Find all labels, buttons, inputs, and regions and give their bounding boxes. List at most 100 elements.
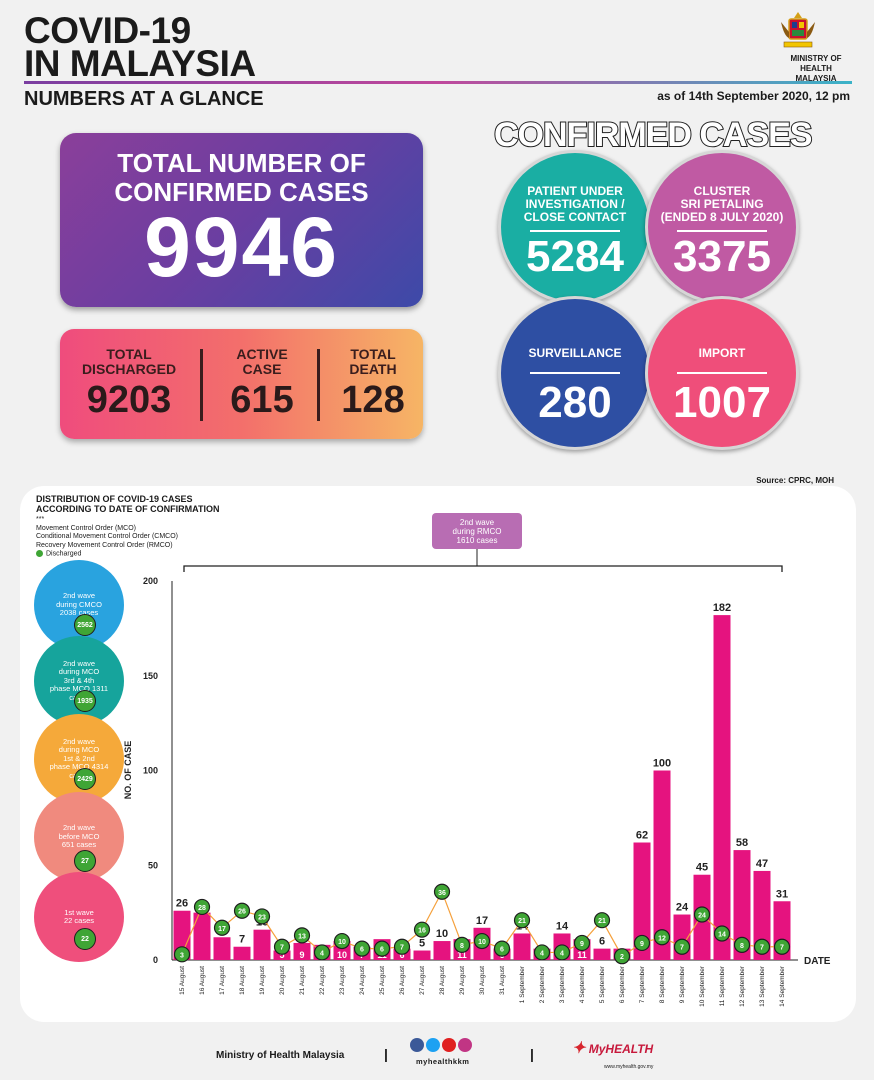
y-tick-label: 200 (143, 576, 158, 586)
discharged-point (773, 938, 791, 955)
x-tick-label: 10 September (699, 965, 706, 1007)
distribution-title-line2: ACCORDING TO DATE OF CONFIRMATION (36, 504, 220, 514)
x-tick-label: 20 August (279, 966, 286, 995)
x-tick-label: 18 August (239, 966, 246, 995)
x-tick-label: 6 September (619, 965, 626, 1003)
instagram-icon[interactable] (458, 1038, 472, 1052)
discharged-value-label: 9 (580, 941, 584, 948)
footer-divider: | (530, 1046, 534, 1062)
discharged-point (713, 925, 731, 942)
wave-label: 2038 cases (59, 608, 99, 618)
y-tick-label: 100 (143, 766, 158, 776)
bar-value-label: 11 (457, 950, 467, 960)
death-value: 128 (341, 379, 405, 421)
footer-ministry: Ministry of Health Malaysia (216, 1050, 345, 1061)
bar-value-label: 24 (676, 902, 689, 914)
bar-value-label: 10 (337, 950, 347, 960)
discharged-point (333, 932, 351, 950)
discharged-value-label: 36 (438, 890, 446, 897)
cluster-value: 3375 (673, 231, 771, 281)
as-of-date: as of 14th September 2020, 12 pm (657, 89, 850, 103)
wave-label: 22 cases (63, 916, 95, 925)
x-tick-label: 16 August (199, 966, 206, 995)
social-handle: myhealthkkm (416, 1057, 470, 1066)
wave-label: 2nd wave (62, 658, 96, 668)
pui-divider (530, 230, 620, 232)
import-divider (677, 372, 767, 374)
bar-18-august (233, 946, 251, 960)
x-tick-label: 4 September (579, 965, 586, 1003)
total-cases-value: 9946 (144, 200, 339, 294)
discharged-point (693, 906, 711, 923)
myhealth-brand: MyHEALTH (588, 1042, 654, 1056)
myhealth-url: www.myhealth.gov.my (604, 1064, 654, 1070)
wave-discharged-badge: 22 (74, 928, 96, 950)
x-tick-label: 2 September (539, 965, 546, 1003)
discharged-value-label: 4 (560, 950, 564, 957)
discharged-value-label: 23 (258, 914, 266, 921)
bar-7-september (633, 842, 651, 960)
x-tick-label: 27 August (419, 966, 426, 995)
social-icons (410, 1038, 474, 1057)
wave-label: during MCO (58, 667, 100, 677)
x-tick-label: 14 September (779, 965, 786, 1007)
cluster-label3: (ENDED 8 JULY 2020) (660, 210, 784, 224)
import-value: 1007 (673, 377, 771, 427)
x-tick-label: 25 August (379, 966, 386, 995)
x-tick-label: 23 August (339, 966, 346, 995)
x-tick-label: 30 August (479, 966, 486, 995)
surveillance-divider (530, 372, 620, 374)
discharged-value-label: 8 (460, 943, 464, 950)
discharged-value-label: 3 (180, 952, 184, 959)
legend-cmco: Conditional Movement Control Order (CMCO… (36, 533, 178, 540)
discharged-value-label: 21 (598, 918, 606, 925)
legend-discharged: Discharged (36, 550, 178, 559)
discharged-value-label: 21 (518, 918, 526, 925)
bar-value-label: 14 (556, 920, 569, 932)
discharged-point (193, 898, 211, 916)
discharged-value-label: 7 (680, 945, 684, 952)
bar-value-label: 17 (476, 915, 488, 927)
x-tick-label: 9 September (679, 965, 686, 1003)
discharged-label2: DISCHARGED (81, 361, 177, 377)
title-line1: COVID-19 (24, 10, 191, 51)
subtitle: NUMBERS AT A GLANCE (24, 88, 264, 110)
discharged-value-label: 2 (620, 954, 624, 961)
stat-divider (200, 349, 203, 421)
discharged-point (633, 934, 651, 952)
bar-value-label: 58 (736, 837, 748, 849)
pui-label3: CLOSE CONTACT (523, 210, 627, 224)
x-tick-label: 17 August (219, 966, 226, 995)
total-label-line2: CONFIRMED CASES (114, 177, 369, 207)
facebook-icon[interactable] (410, 1038, 424, 1052)
youtube-icon[interactable] (442, 1038, 456, 1052)
bar-value-label: 5 (279, 950, 284, 960)
bar-value-label: 10 (436, 928, 448, 940)
legend-rmco: Recovery Movement Control Order (RMCO) (36, 541, 173, 549)
bar-16-august (193, 912, 211, 960)
cluster-circle: CLUSTER SRI PETALING (ENDED 8 JULY 2020)… (645, 150, 799, 304)
wave-label: 651 cases (61, 840, 97, 850)
myhealth-logo: ✦ MyHEALTH (572, 1038, 653, 1058)
surveillance-circle: SURVEILLANCE 280 (498, 296, 652, 450)
discharged-point (613, 948, 631, 965)
x-tick-label: 8 September (659, 965, 666, 1003)
x-tick-label: 31 August (499, 966, 506, 995)
discharged-value: 9203 (86, 379, 172, 421)
rmco-label2: during RMCO (452, 527, 502, 536)
twitter-icon[interactable] (426, 1038, 440, 1052)
discharged-value-label: 9 (640, 941, 644, 948)
bar-value-label: 31 (776, 888, 788, 900)
active-label2: CASE (242, 361, 282, 377)
import-circle: IMPORT 1007 (645, 296, 799, 450)
legend-discharged-label: Discharged (46, 550, 82, 558)
discharged-value-label: 10 (338, 939, 346, 946)
bar-value-label: 26 (176, 898, 188, 910)
distribution-title: DISTRIBUTION OF COVID-19 CASES ACCORDING… (36, 494, 220, 514)
discharged-value-label: 10 (478, 939, 486, 946)
discharged-value-label: 14 (718, 931, 726, 938)
active-value: 615 (230, 379, 294, 421)
legend-mco: Movement Control Order (MCO) (36, 524, 136, 532)
discharged-value-label: 13 (298, 933, 306, 940)
